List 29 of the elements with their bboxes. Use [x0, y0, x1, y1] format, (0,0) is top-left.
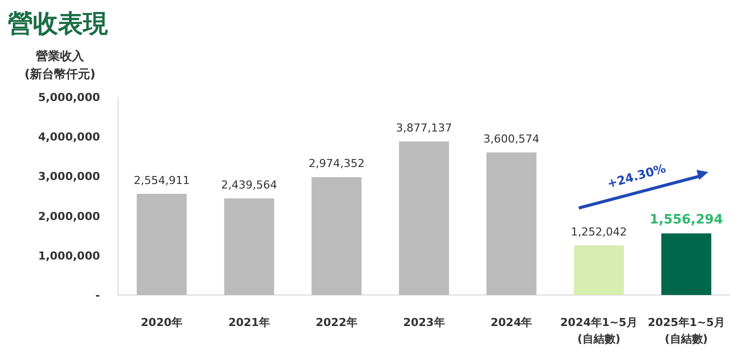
bar — [399, 141, 449, 295]
x-tick-label: 2022年 — [316, 316, 358, 329]
bar — [574, 245, 624, 295]
x-tick-label: 2023年 — [403, 316, 445, 329]
x-tick-label: 2025年1~5月 (自結數) — [648, 316, 725, 346]
data-label: 3,600,574 — [483, 132, 540, 146]
y-tick-label: - — [95, 289, 100, 302]
y-tick-label: 2,000,000 — [38, 210, 100, 223]
bar — [486, 152, 536, 295]
y-axis-title: 營業收入 (新台幣仟元) — [24, 49, 96, 81]
data-label: 3,877,137 — [396, 121, 452, 134]
chart-title: 營收表現 — [8, 9, 109, 38]
x-tick-label: 2024年 — [490, 316, 532, 329]
y-tick-label: 3,000,000 — [38, 170, 100, 184]
bar — [136, 194, 187, 295]
y-tick-label: 1,000,000 — [38, 249, 100, 262]
x-tick-label: 2024年1~5月 (自結數) — [560, 316, 638, 346]
bar — [312, 177, 362, 295]
data-label: 2,439,564 — [221, 178, 278, 192]
y-tick-label: 4,000,000 — [38, 130, 100, 144]
data-label: 2,974,352 — [308, 157, 365, 170]
data-label: 1,252,042 — [570, 225, 627, 238]
x-tick-label: 2021年 — [228, 316, 270, 329]
data-label: 1,556,294 — [650, 212, 723, 228]
bar — [224, 198, 274, 295]
bar — [661, 233, 712, 295]
x-tick-label: 2020年 — [140, 316, 183, 329]
y-tick-label: 5,000,000 — [38, 91, 100, 104]
data-label: 2,554,911 — [134, 174, 190, 187]
